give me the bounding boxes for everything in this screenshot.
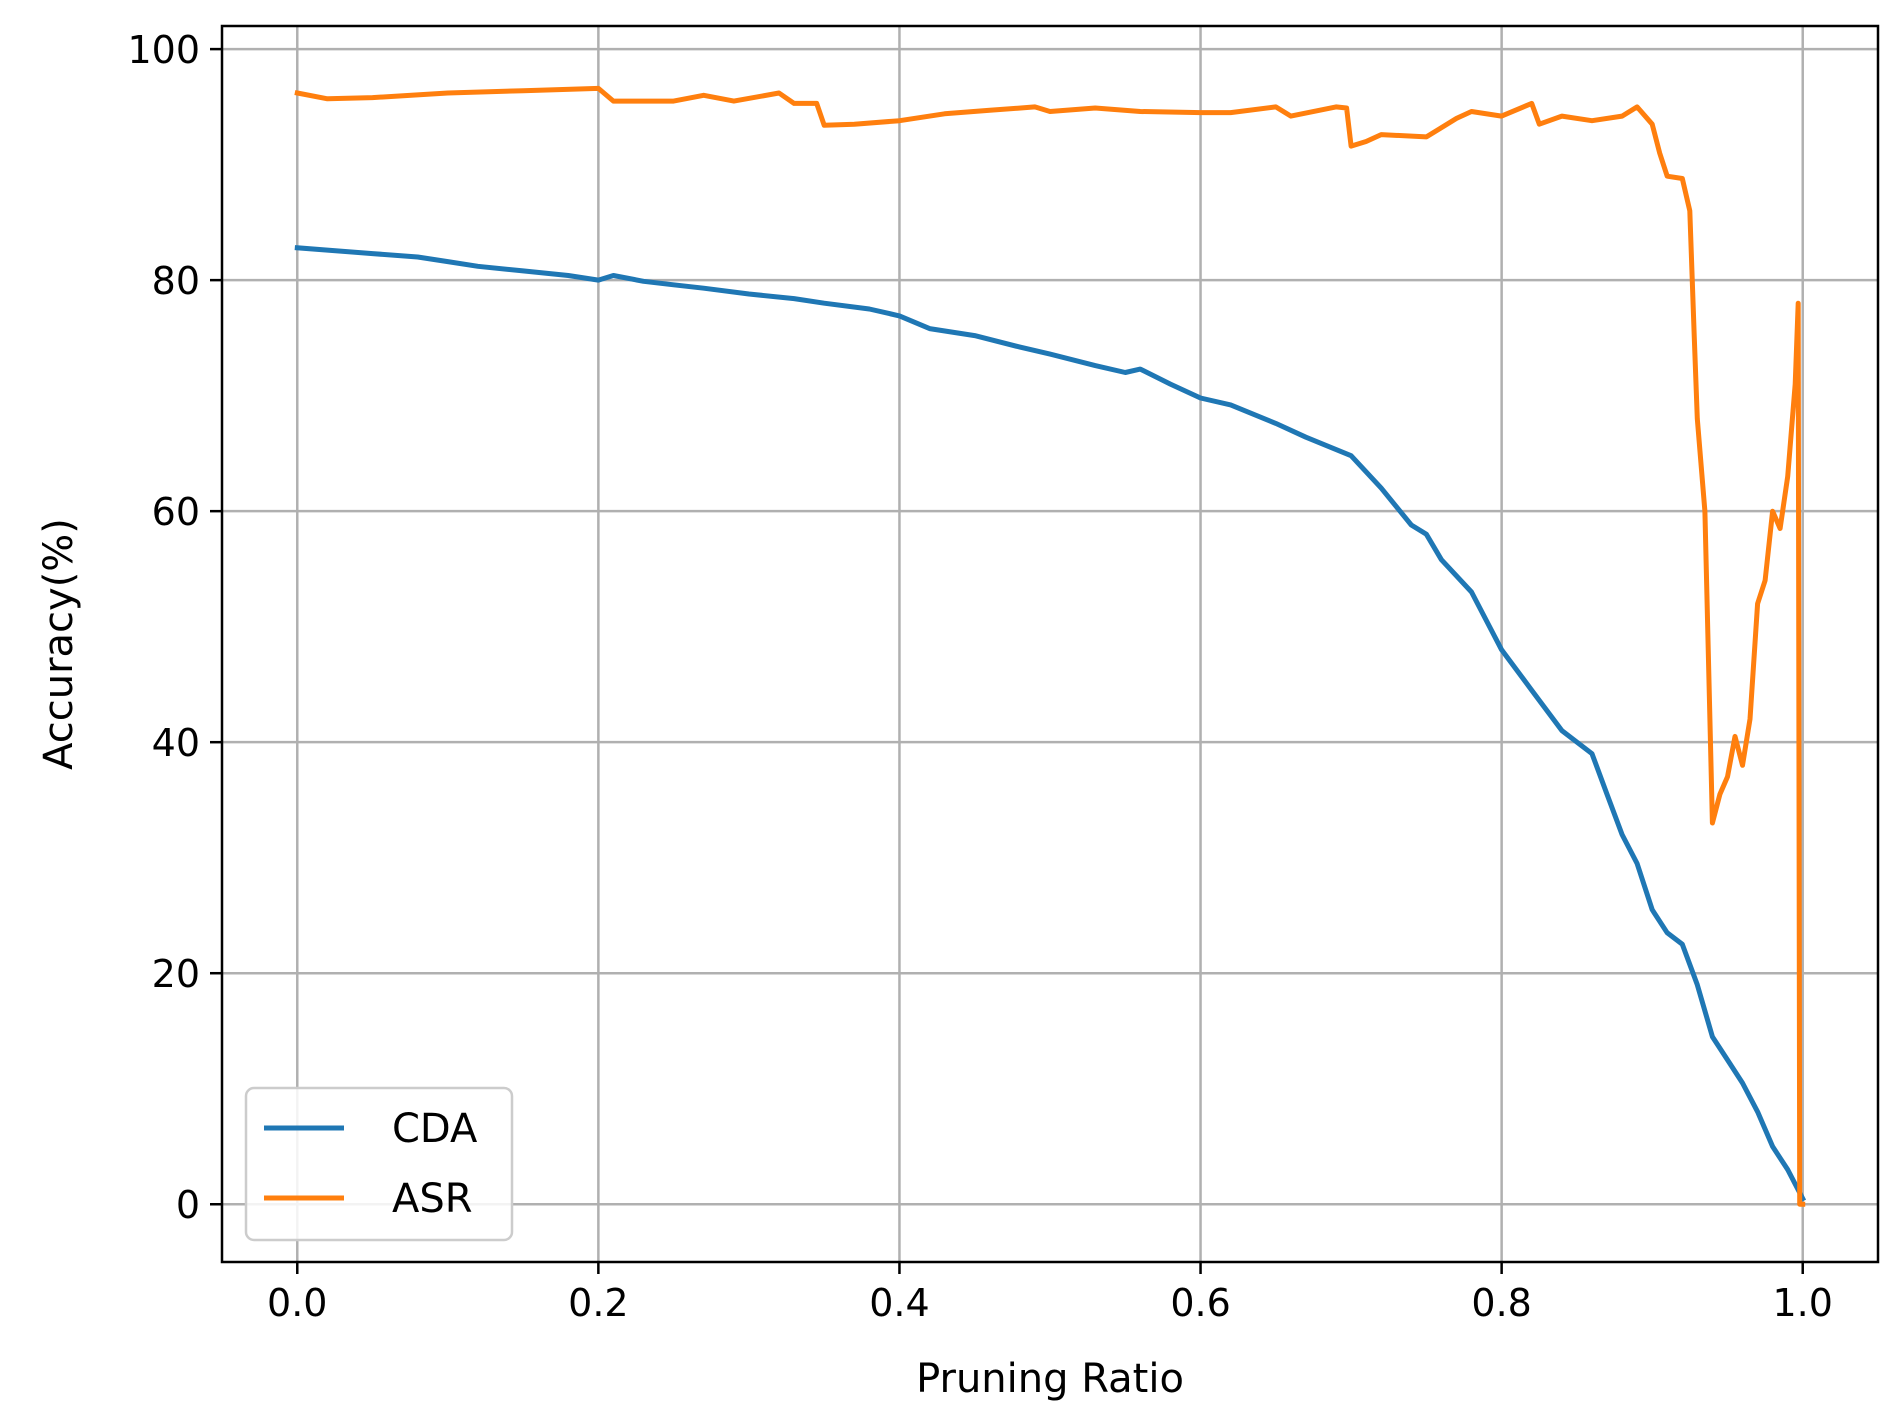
- legend-label-cda: CDA: [392, 1106, 478, 1152]
- legend-label-asr: ASR: [392, 1176, 473, 1222]
- x-tick-label: 0.2: [568, 1281, 628, 1325]
- x-tick-label: 0.6: [1170, 1281, 1230, 1325]
- legend: CDA ASR: [244, 1086, 514, 1242]
- y-tick-label: 20: [152, 952, 200, 996]
- series-line-cda: [294, 245, 1807, 1202]
- x-tick-label: 0.0: [267, 1281, 327, 1325]
- x-tick-label: 0.4: [869, 1281, 929, 1325]
- y-tick-label: 0: [176, 1183, 200, 1227]
- series-layer: [294, 85, 1807, 1207]
- ticks: 0.0 0.2 0.4 0.6 0.8 1.0 0 20 40 60 80 100: [127, 28, 1832, 1325]
- x-tick-label: 1.0: [1773, 1281, 1833, 1325]
- y-tick-label: 80: [152, 259, 200, 303]
- series-line-asr: [294, 85, 1806, 1207]
- y-tick-label: 60: [152, 490, 200, 534]
- y-axis-label: Accuracy(%): [36, 518, 82, 770]
- x-tick-label: 0.8: [1471, 1281, 1531, 1325]
- x-axis-label: Pruning Ratio: [916, 1356, 1184, 1402]
- grid: [222, 26, 1878, 1262]
- y-tick-label: 40: [152, 721, 200, 765]
- plot-frame: [220, 24, 1880, 1264]
- y-tick-label: 100: [127, 28, 200, 72]
